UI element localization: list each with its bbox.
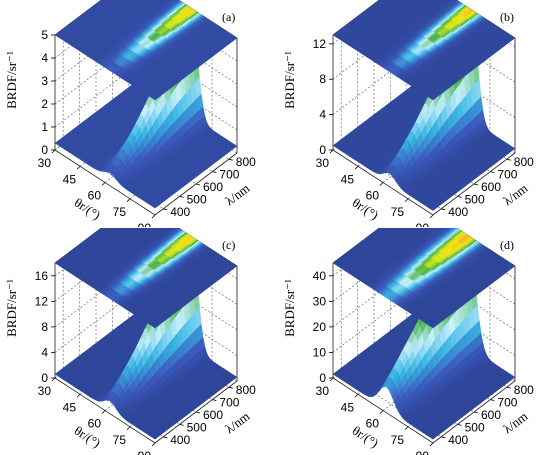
z-tick-label: 16 — [35, 269, 49, 283]
y-tick-label: 400 — [170, 433, 190, 447]
y-tick-label: 800 — [236, 155, 256, 169]
surface — [332, 14, 516, 211]
x-tick-label: 75 — [391, 205, 405, 219]
z-tick-label: 0 — [319, 143, 326, 157]
y-tick-label: 400 — [448, 205, 468, 219]
y-tick-label: 700 — [219, 396, 239, 410]
y-tick-label: 800 — [514, 155, 534, 169]
y-tick-label: 600 — [481, 408, 501, 422]
top-projection — [54, 228, 238, 329]
x-tick-label: 60 — [88, 189, 102, 203]
x-tick-label: 90 — [138, 449, 152, 455]
y-tick-label: 400 — [170, 205, 190, 219]
panel-label: (d) — [500, 238, 514, 252]
y-tick-label: 700 — [497, 168, 517, 182]
y-axis-label: λ/nm — [500, 180, 530, 208]
z-axis-label: BRDF/sr⁻¹ — [4, 279, 19, 337]
x-tick-label: 75 — [391, 433, 405, 447]
z-tick-label: 8 — [319, 72, 326, 86]
y-axis-label: λ/nm — [500, 408, 530, 436]
z-axis-label: BRDF/sr⁻¹ — [4, 51, 19, 109]
x-tick-label: 45 — [63, 172, 77, 186]
y-tick-label: 700 — [219, 168, 239, 182]
z-axis-label: BRDF/sr⁻¹ — [282, 279, 297, 337]
y-tick-label: 500 — [187, 192, 207, 206]
x-tick-label: 30 — [38, 156, 52, 170]
z-tick-label: 8 — [41, 320, 48, 334]
panel-a: 0123453045607590400500600700800BRDF/sr⁻¹… — [0, 0, 277, 227]
z-tick-label: 4 — [41, 345, 48, 359]
y-tick-label: 500 — [187, 420, 207, 434]
surface-chart-b: 048123045607590400500600700800BRDF/sr⁻¹θ… — [282, 0, 535, 227]
z-tick-label: 1 — [41, 120, 48, 134]
y-tick-label: 700 — [497, 396, 517, 410]
y-tick-label: 500 — [465, 420, 485, 434]
panel-b: 048123045607590400500600700800BRDF/sr⁻¹θ… — [278, 0, 555, 227]
x-tick-label: 90 — [138, 221, 152, 227]
y-axis-label: λ/nm — [222, 180, 252, 208]
z-tick-label: 40 — [313, 269, 327, 283]
z-tick-label: 0 — [41, 143, 48, 157]
x-tick-label: 45 — [63, 400, 77, 414]
surface-chart-a: 0123453045607590400500600700800BRDF/sr⁻¹… — [4, 0, 257, 227]
top-projection — [332, 228, 516, 329]
top-projection — [54, 0, 238, 101]
z-tick-label: 0 — [319, 371, 326, 385]
x-tick-label: 90 — [416, 449, 430, 455]
x-tick-label: 30 — [316, 384, 330, 398]
z-tick-label: 12 — [313, 37, 327, 51]
y-tick-label: 400 — [448, 433, 468, 447]
z-tick-label: 10 — [313, 345, 327, 359]
x-tick-label: 60 — [88, 417, 102, 431]
x-tick-label: 45 — [341, 172, 355, 186]
y-tick-label: 600 — [203, 408, 223, 422]
z-tick-label: 3 — [41, 74, 48, 88]
surface — [54, 16, 238, 209]
y-tick-label: 800 — [514, 383, 534, 397]
x-tick-label: 60 — [366, 189, 380, 203]
top-projection — [332, 0, 516, 101]
z-tick-label: 2 — [41, 97, 48, 111]
panel-label: (b) — [500, 10, 514, 24]
z-tick-label: 5 — [41, 28, 48, 42]
y-tick-label: 600 — [203, 180, 223, 194]
z-tick-label: 0 — [41, 371, 48, 385]
x-tick-label: 75 — [113, 205, 127, 219]
z-tick-label: 4 — [319, 108, 326, 122]
x-tick-label: 30 — [316, 156, 330, 170]
z-axis-label: BRDF/sr⁻¹ — [282, 51, 297, 109]
x-tick-label: 75 — [113, 433, 127, 447]
x-tick-label: 30 — [38, 384, 52, 398]
y-tick-label: 800 — [236, 383, 256, 397]
x-tick-label: 45 — [341, 400, 355, 414]
panel-label: (a) — [222, 10, 236, 24]
z-tick-label: 12 — [35, 294, 49, 308]
z-tick-label: 30 — [313, 294, 327, 308]
z-tick-label: 4 — [41, 51, 48, 65]
ticks: 0123453045607590400500600700800 — [38, 28, 257, 227]
y-tick-label: 500 — [465, 192, 485, 206]
x-tick-label: 90 — [416, 221, 430, 227]
y-axis-label: λ/nm — [222, 408, 252, 436]
panel-label: (c) — [222, 238, 236, 252]
y-tick-label: 600 — [481, 180, 501, 194]
z-tick-label: 20 — [313, 320, 327, 334]
x-tick-label: 60 — [366, 417, 380, 431]
